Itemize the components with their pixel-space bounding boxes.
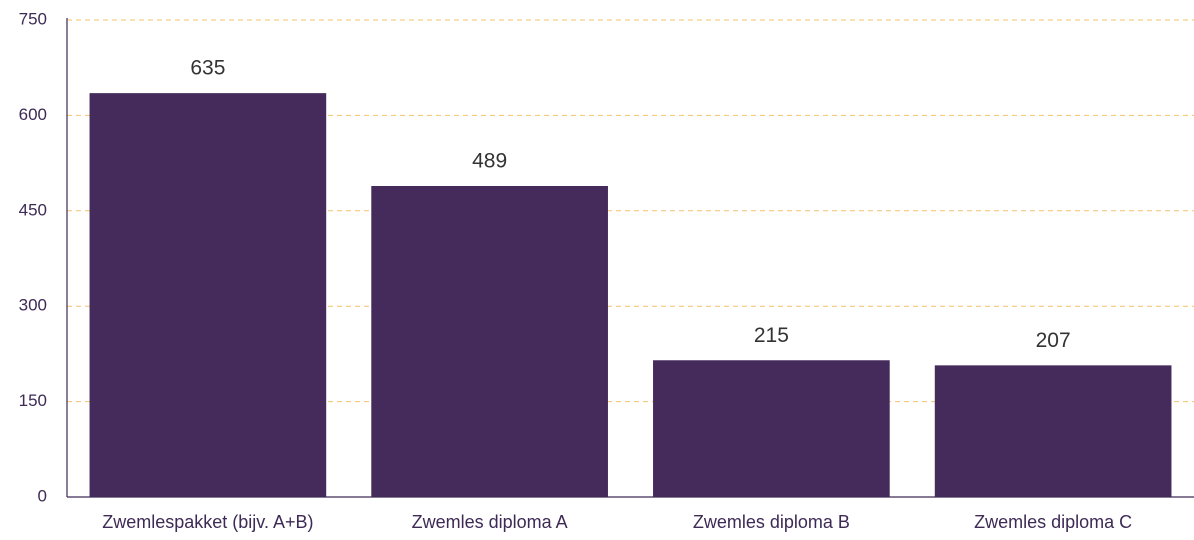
bar <box>934 365 1172 497</box>
x-tick-label: Zwemles diploma A <box>412 512 568 532</box>
y-tick-label: 600 <box>19 105 47 124</box>
x-tick-label: Zwemlespakket (bijv. A+B) <box>102 512 313 532</box>
bars <box>89 93 1172 497</box>
y-tick-label: 150 <box>19 391 47 410</box>
y-tick-label: 0 <box>38 486 47 505</box>
y-tick-label: 750 <box>19 9 47 28</box>
data-label: 207 <box>1036 329 1071 352</box>
y-tick-label: 300 <box>19 296 47 315</box>
data-label: 635 <box>190 57 225 80</box>
data-label: 489 <box>472 150 507 173</box>
data-label: 215 <box>754 324 789 347</box>
bar <box>653 360 890 497</box>
bar <box>371 185 608 497</box>
bar <box>89 93 327 497</box>
x-tick-label: Zwemles diploma B <box>693 512 850 532</box>
y-tick-label: 450 <box>19 200 47 219</box>
x-tick-label: Zwemles diploma C <box>974 512 1132 532</box>
